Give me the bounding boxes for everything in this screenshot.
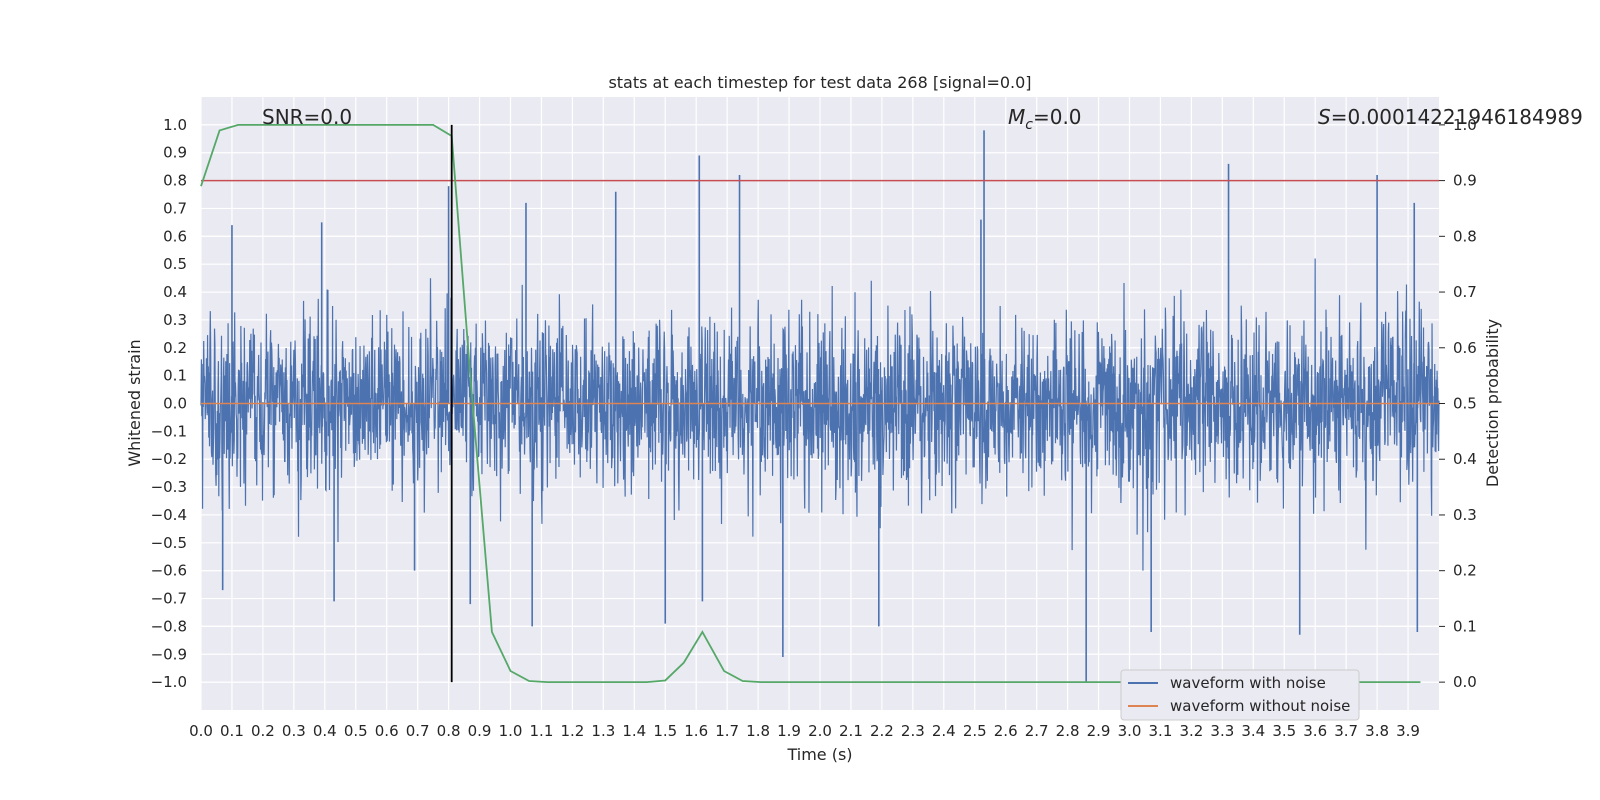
y-tick-label: 0.4 bbox=[163, 283, 187, 301]
noise-trace bbox=[200, 258, 1440, 571]
x-tick-label: 1.2 bbox=[560, 722, 584, 740]
x-tick-label: 1.6 bbox=[684, 722, 708, 740]
x-tick-label: 2.8 bbox=[1056, 722, 1080, 740]
x-tick-label: 1.5 bbox=[653, 722, 677, 740]
y-axis-label-right: Detection probability bbox=[1483, 319, 1502, 487]
y-tick-label-right: 1.0 bbox=[1453, 116, 1477, 134]
x-tick-label: 2.2 bbox=[870, 722, 894, 740]
x-tick-label: 2.5 bbox=[963, 722, 987, 740]
y-tick-label-right: 0.1 bbox=[1453, 617, 1477, 635]
y-tick-label: 0.0 bbox=[163, 395, 187, 413]
x-tick-label: 2.1 bbox=[839, 722, 863, 740]
y-tick-label: 0.8 bbox=[163, 172, 187, 190]
y-tick-label: 0.3 bbox=[163, 311, 187, 329]
y-tick-label: −0.7 bbox=[151, 590, 187, 608]
legend-label-noise: waveform with noise bbox=[1170, 674, 1326, 692]
x-tick-label: 1.9 bbox=[777, 722, 801, 740]
s-annotation: S=0.00014221946184989 bbox=[1318, 105, 1583, 129]
x-tick-label: 0.2 bbox=[251, 722, 275, 740]
x-tick-label: 1.1 bbox=[530, 722, 554, 740]
x-axis-label: Time (s) bbox=[786, 745, 852, 764]
x-tick-label: 3.3 bbox=[1210, 722, 1234, 740]
x-tick-label: 2.9 bbox=[1087, 722, 1111, 740]
x-tick-label: 2.3 bbox=[901, 722, 925, 740]
y-tick-label-right: 0.5 bbox=[1453, 395, 1477, 413]
y-tick-label: 0.6 bbox=[163, 227, 187, 245]
x-ticks: 0.0 0.1 0.2 0.3 0.4 0.5 0.6 0.7 0.8 0.9 1.0 1.1 1.2 1… bbox=[189, 722, 1420, 740]
x-tick-label: 0.6 bbox=[375, 722, 399, 740]
x-tick-label: 1.8 bbox=[746, 722, 770, 740]
y-tick-label: −0.6 bbox=[151, 562, 187, 580]
y-tick-label: −0.3 bbox=[151, 478, 187, 496]
x-tick-label: 0.3 bbox=[282, 722, 306, 740]
x-tick-label: 1.7 bbox=[715, 722, 739, 740]
y-axis-label: Whitened strain bbox=[125, 339, 144, 466]
x-tick-label: 2.7 bbox=[1025, 722, 1049, 740]
x-tick-label: 3.0 bbox=[1118, 722, 1142, 740]
y-tick-label-right: 0.4 bbox=[1453, 450, 1477, 468]
y-tick-label: 0.1 bbox=[163, 367, 187, 385]
x-tick-label: 3.2 bbox=[1179, 722, 1203, 740]
y-tick-label: 0.5 bbox=[163, 255, 187, 273]
y-tick-label-right: 0.2 bbox=[1453, 562, 1477, 580]
x-tick-label: 3.6 bbox=[1303, 722, 1327, 740]
legend-label-clean: waveform without noise bbox=[1170, 697, 1350, 715]
x-tick-label: 2.4 bbox=[932, 722, 956, 740]
y-ticks: −1.0 −0.9 −0.8 −0.7 −0.6 −0.5 −0.4 −0.3 −0.2 −0.1… bbox=[151, 116, 187, 691]
x-tick-label: 3.5 bbox=[1272, 722, 1296, 740]
x-tick-label: 3.9 bbox=[1396, 722, 1420, 740]
x-tick-label: 0.1 bbox=[220, 722, 244, 740]
y-tick-label: −0.4 bbox=[151, 506, 187, 524]
chart-title: stats at each timestep for test data 268… bbox=[608, 73, 1031, 92]
x-tick-label: 1.3 bbox=[591, 722, 615, 740]
y-tick-label: −0.8 bbox=[151, 617, 187, 635]
waveform-with-noise bbox=[200, 130, 1440, 683]
y-tick-label-right: 0.7 bbox=[1453, 283, 1477, 301]
detection-probability-line bbox=[200, 123, 1421, 684]
x-tick-label: 0.7 bbox=[406, 722, 430, 740]
x-tick-label: 0.4 bbox=[313, 722, 337, 740]
x-tick-label: 0.9 bbox=[468, 722, 492, 740]
y-tick-label: 1.0 bbox=[163, 116, 187, 134]
y-tick-label: −0.5 bbox=[151, 534, 187, 552]
x-tick-label: 2.6 bbox=[994, 722, 1018, 740]
x-tick-label: 3.7 bbox=[1334, 722, 1358, 740]
y-tick-label: 0.2 bbox=[163, 339, 187, 357]
y-tick-label-right: 0.0 bbox=[1453, 673, 1477, 691]
y-tick-label-right: 0.6 bbox=[1453, 339, 1477, 357]
legend: waveform with noise waveform without noi… bbox=[1120, 669, 1360, 721]
y-tick-label: −0.9 bbox=[151, 645, 187, 663]
x-tick-label: 3.8 bbox=[1365, 722, 1389, 740]
x-tick-label: 0.0 bbox=[189, 722, 213, 740]
snr-annotation: SNR=0.0 bbox=[262, 105, 352, 129]
y-tick-label: −0.1 bbox=[151, 422, 187, 440]
chirp-mass-annotation: Mc=0.0 bbox=[1008, 105, 1082, 133]
y-tick-label: −1.0 bbox=[151, 673, 187, 691]
x-tick-label: 2.0 bbox=[808, 722, 832, 740]
y-tick-label-right: 0.3 bbox=[1453, 506, 1477, 524]
x-tick-label: 3.1 bbox=[1149, 722, 1173, 740]
x-tick-label: 1.0 bbox=[499, 722, 523, 740]
y-tick-label-right: 0.8 bbox=[1453, 227, 1477, 245]
y-ticks-right: 0.0 0.1 0.2 0.3 0.4 0.5 0.6 0.7 0.8 0.9 1.0 bbox=[1439, 116, 1477, 691]
x-tick-label: 1.4 bbox=[622, 722, 646, 740]
x-tick-label: 0.5 bbox=[344, 722, 368, 740]
x-tick-label: 3.4 bbox=[1241, 722, 1265, 740]
legend-box bbox=[1120, 669, 1360, 721]
y-tick-label: 0.7 bbox=[163, 199, 187, 217]
y-tick-label-right: 0.9 bbox=[1453, 172, 1477, 190]
y-tick-label: 0.9 bbox=[163, 144, 187, 162]
x-tick-label: 0.8 bbox=[437, 722, 461, 740]
y-tick-label: −0.2 bbox=[151, 450, 187, 468]
